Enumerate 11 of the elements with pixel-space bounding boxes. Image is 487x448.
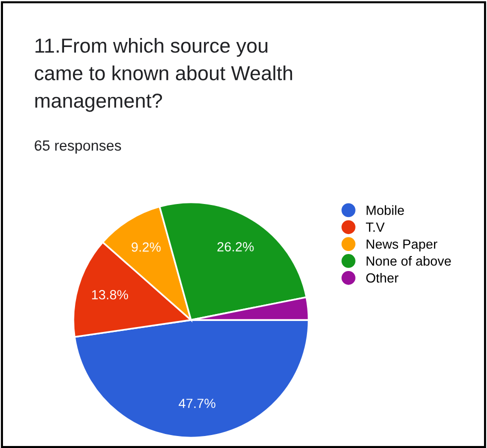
data-label: 13.8% xyxy=(92,290,128,300)
legend-label: Other xyxy=(366,272,398,283)
data-label: 9.2% xyxy=(132,242,161,252)
data-label: 26.2% xyxy=(217,242,254,252)
legend-label: News Paper xyxy=(366,240,438,252)
legend-label: T.V xyxy=(366,222,385,232)
chart-title: 11.From which source you came to known about Wealth management? xyxy=(34,38,292,112)
chart-subtitle: 65 responses xyxy=(34,140,122,154)
legend-label: None of above xyxy=(366,256,451,266)
data-label: 47.7% xyxy=(178,398,216,408)
legend-label: Mobile xyxy=(366,205,404,215)
